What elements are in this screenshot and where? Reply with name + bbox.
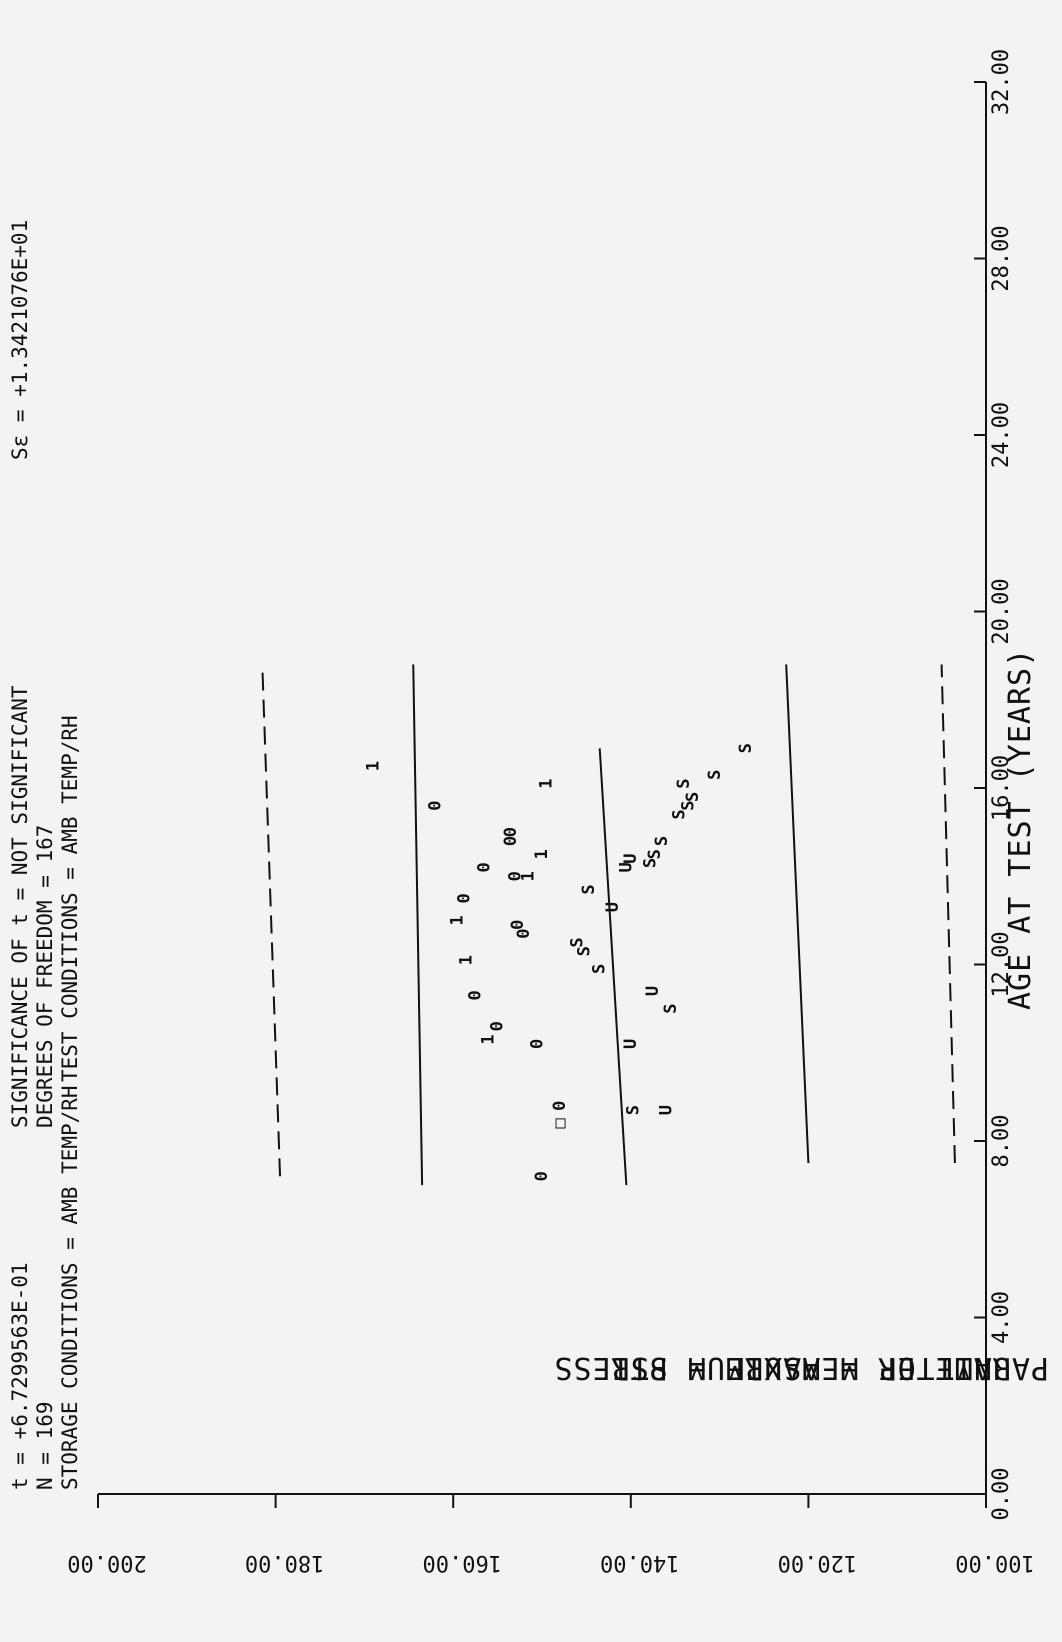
regression-line — [412, 664, 424, 1186]
data-point: S — [579, 884, 599, 894]
data-point: S — [575, 946, 595, 956]
data-point: 0 — [455, 893, 475, 903]
data-point: 1 — [519, 871, 539, 881]
y-tick-label: 120.00 — [778, 1550, 857, 1575]
data-point: 0 — [528, 1039, 548, 1049]
prediction-limit-line — [261, 664, 282, 1177]
data-point: S — [679, 801, 699, 811]
data-point: S — [674, 778, 694, 788]
header-line2-mid: DEGREES OF FREEDOM = 167 — [33, 825, 57, 1128]
regression-lines — [261, 664, 956, 1186]
data-point: S — [590, 964, 610, 974]
header-line3-right: TEST CONDITIONS = AMB TEMP/RH — [58, 715, 82, 1082]
y-tick-label: 100.00 — [955, 1550, 1034, 1575]
data-point: 0 — [514, 928, 534, 938]
y-axis-label-line2: UNIT OF MEASURE = PSI — [611, 1350, 1011, 1385]
data-point: 1 — [479, 1034, 499, 1044]
data-point: 0 — [532, 1171, 552, 1181]
header-line1-mid: SIGNIFICANCE OF t = NOT SIGNIFICANT — [8, 685, 32, 1128]
data-point: 0 — [425, 801, 445, 811]
x-axis-label: AGE AT TEST (YEARS) — [1003, 648, 1038, 1010]
y-tick-label: 200.00 — [67, 1550, 146, 1575]
data-point: 0 — [474, 862, 494, 872]
data-point: S — [705, 770, 725, 780]
x-tick-label: 12.00 — [989, 931, 1014, 997]
data-point: U — [621, 853, 641, 863]
data-point: S — [568, 937, 588, 947]
y-axis-label-line1: PARAMETER = MAXIMUM STRESS — [553, 1350, 1049, 1385]
data-point: U — [603, 902, 623, 912]
data-point: S — [670, 809, 690, 819]
regression-line — [598, 748, 628, 1186]
data-point: 1 — [457, 955, 477, 965]
header-line1-left: t = +6.7299563E-01 — [8, 1262, 32, 1490]
x-tick-label: 24.00 — [989, 402, 1014, 468]
y-axis-ticks: 100.00 120.00 140.00 160.00 180.00 200.00 — [67, 1494, 1035, 1575]
x-tick-label: 4.00 — [989, 1291, 1014, 1344]
data-point: 0 — [550, 1101, 570, 1111]
y-tick-label: 180.00 — [245, 1550, 324, 1575]
chart-header: t = +6.7299563E-01 SIGNIFICANCE OF t = N… — [8, 220, 82, 1490]
data-point: S — [683, 792, 703, 802]
data-point: 0 — [501, 827, 521, 837]
header-line3-left: STORAGE CONDITIONS = AMB TEMP/RH — [58, 1085, 82, 1490]
regression-line — [785, 664, 810, 1164]
x-tick-label: 16.00 — [989, 755, 1014, 821]
data-point: U — [643, 986, 663, 996]
data-point: 0 — [505, 871, 525, 881]
data-point: U — [621, 1039, 641, 1049]
data-point: U — [616, 862, 636, 872]
data-point: S — [623, 1105, 643, 1115]
x-tick-label: 8.00 — [989, 1115, 1014, 1168]
data-point: 0 — [501, 836, 521, 846]
data-point: 0 — [508, 920, 528, 930]
data-point: □ — [550, 1117, 570, 1128]
y-tick-label: 140.00 — [600, 1550, 679, 1575]
data-point: 1 — [532, 849, 552, 859]
data-point: S — [645, 849, 665, 859]
data-point: S — [652, 836, 672, 846]
data-point: 1 — [448, 915, 468, 925]
x-tick-label: 0.00 — [989, 1468, 1014, 1521]
data-point: 1 — [363, 761, 383, 771]
prediction-limit-line — [940, 664, 956, 1164]
data-points: 00000000000001111111□UUUUUUSSSSSSSSSSSSS… — [363, 743, 756, 1181]
data-point: U — [656, 1105, 676, 1115]
data-point: 0 — [488, 1021, 508, 1031]
x-tick-label: 28.00 — [989, 225, 1014, 291]
data-point: S — [640, 858, 660, 868]
data-point: 1 — [536, 778, 556, 788]
x-tick-label: 20.00 — [989, 578, 1014, 644]
data-point: S — [736, 743, 756, 753]
data-point: S — [661, 1004, 681, 1014]
x-axis-ticks: 0.00 4.00 8.00 12.00 16.00 20.00 24.00 28.00 32.… — [974, 49, 1014, 1521]
header-line1-right: Sε = +1.3421076E+01 — [8, 220, 32, 460]
y-tick-label: 160.00 — [422, 1550, 501, 1575]
data-point: 0 — [465, 990, 485, 1000]
x-tick-label: 32.00 — [989, 49, 1014, 115]
header-line2-left: N = 169 — [33, 1401, 57, 1490]
